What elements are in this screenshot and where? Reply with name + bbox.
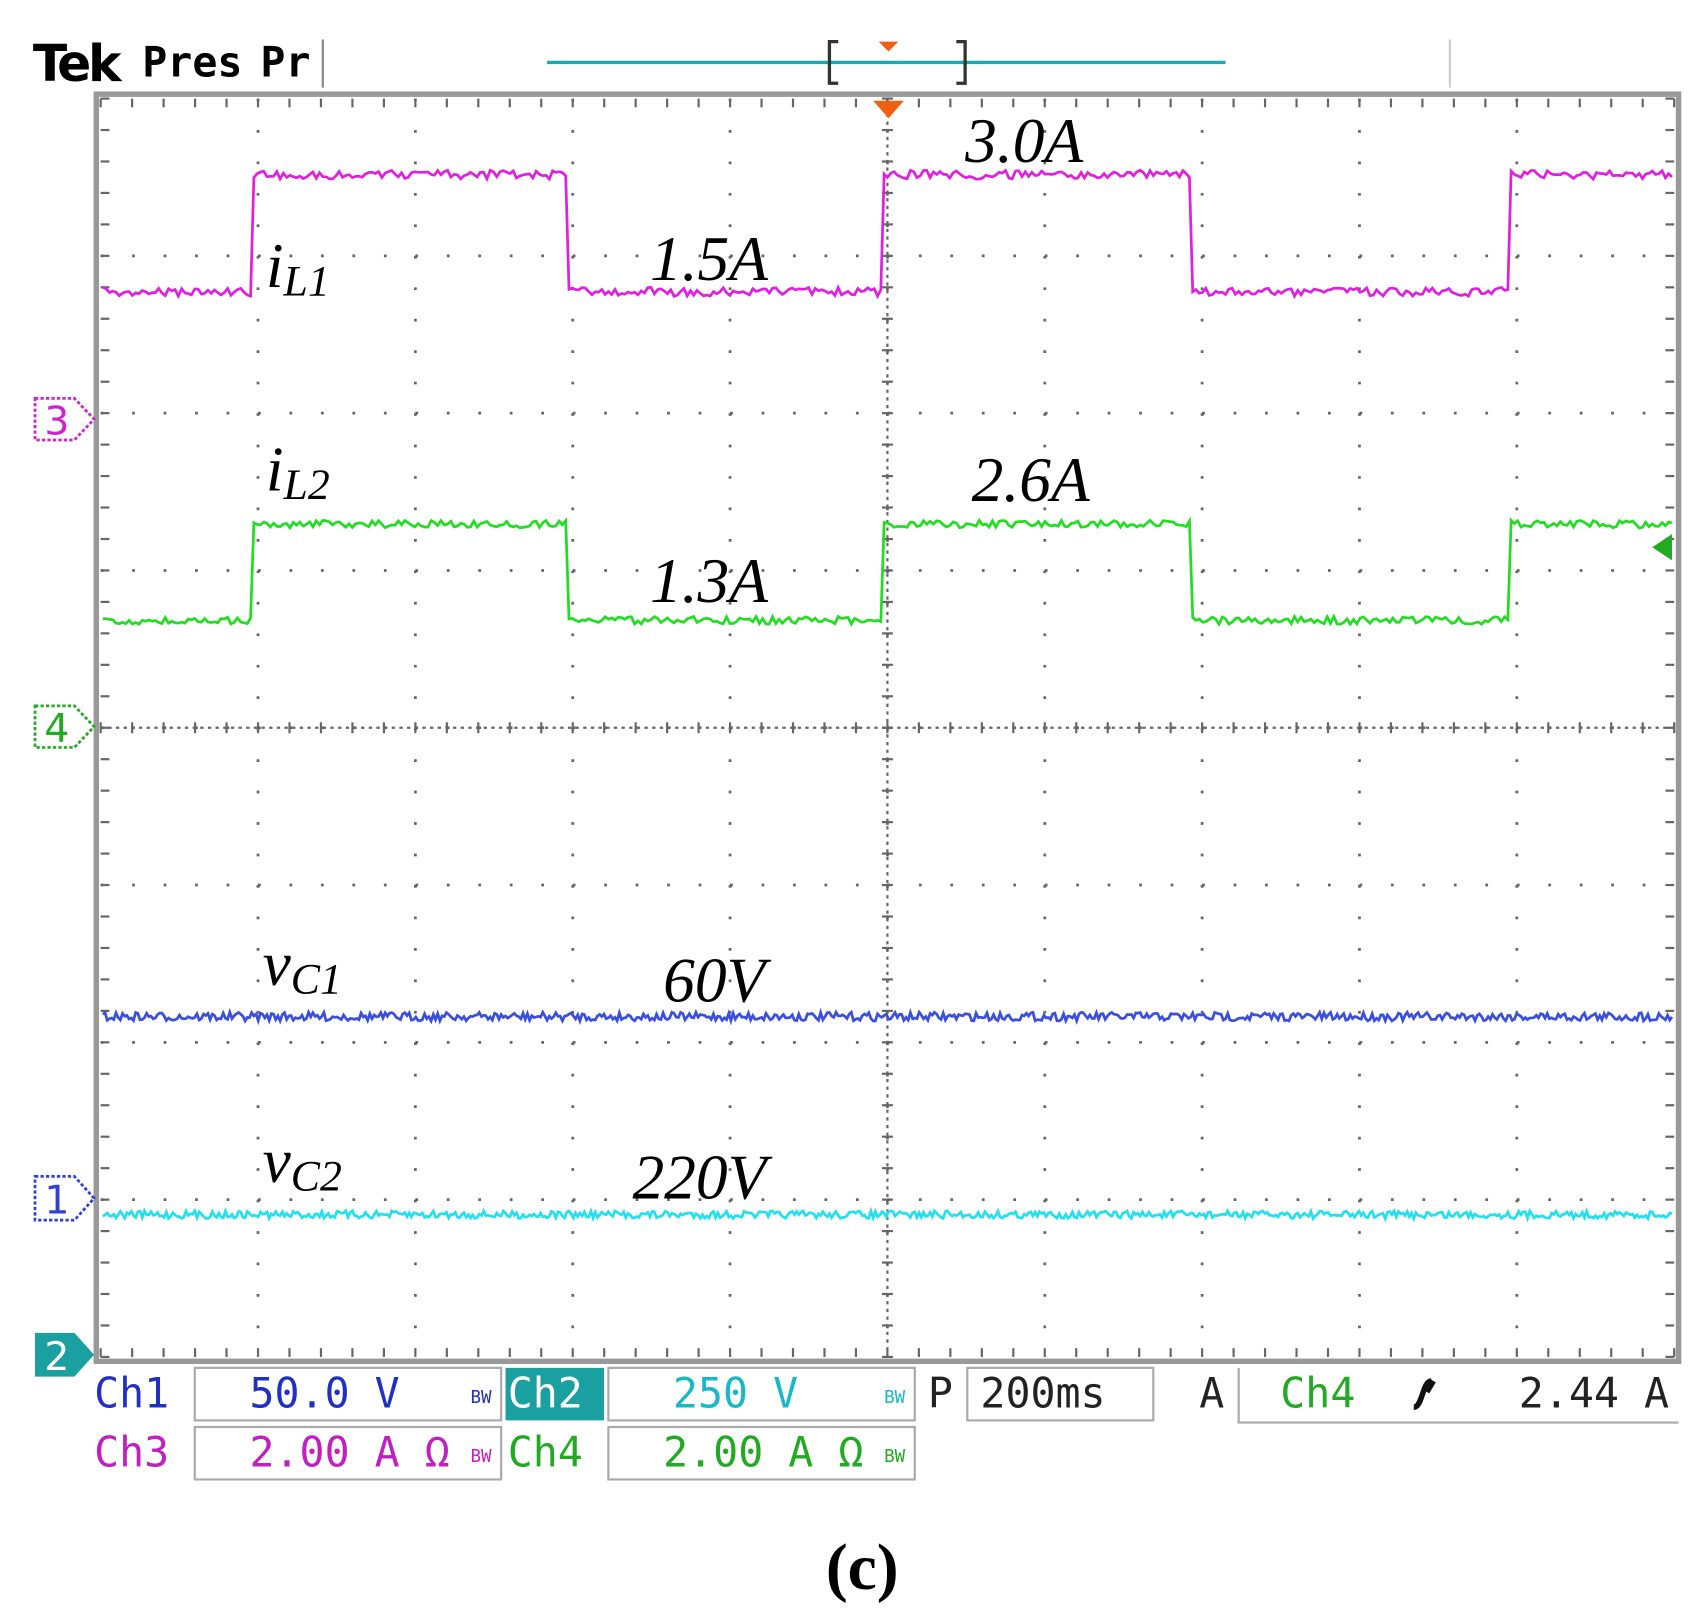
marker-label: 1	[44, 1178, 69, 1224]
channel-name: Ch4	[508, 1427, 583, 1476]
il2-trace	[102, 516, 1673, 627]
bw-mark: BW	[471, 1388, 493, 1408]
scale-box	[193, 1366, 503, 1422]
scale-box	[607, 1425, 916, 1481]
vc2-trace	[102, 1206, 1673, 1223]
trigger-box	[1237, 1367, 1679, 1424]
scale-box	[193, 1425, 503, 1481]
label-main: v	[263, 928, 292, 999]
scale-box	[607, 1366, 916, 1422]
timebase-prefix: P	[928, 1368, 953, 1417]
label-sub: C2	[291, 1153, 342, 1201]
marker-4: 4	[33, 704, 96, 752]
channel-scale: 2.00 A Ω	[249, 1427, 449, 1476]
label-sub: L2	[283, 461, 330, 509]
trigger-pos	[878, 41, 899, 52]
il1-trace	[102, 167, 1673, 300]
label-sub: L1	[283, 258, 330, 306]
marker-label: 3	[44, 398, 69, 444]
trace-label: vC2	[263, 1125, 342, 1201]
level-label: 2.6A	[972, 444, 1090, 515]
vc1-trace	[102, 1007, 1674, 1026]
trace-label: iL2	[266, 433, 330, 509]
level-label: 3.0A	[964, 105, 1083, 176]
grid	[99, 97, 1676, 1359]
mode-cut: Pr	[260, 38, 310, 87]
channel-scale: 250 V	[673, 1368, 798, 1417]
bw-mark: BW	[884, 1388, 906, 1408]
level-label: 1.3A	[650, 545, 768, 616]
channel-scale: 50.0 V	[249, 1368, 399, 1417]
trigger-level: 2.44 A	[1519, 1368, 1669, 1417]
label-main: v	[263, 1125, 292, 1196]
view-brackets	[827, 40, 967, 85]
trigger-marker	[873, 100, 904, 119]
marker-1: 1	[33, 1175, 96, 1224]
trigger-slope	[1412, 1378, 1436, 1410]
trigger-prefix: A	[1199, 1368, 1224, 1417]
channel-name: Ch2	[508, 1368, 583, 1417]
level-label: 60V	[663, 944, 771, 1015]
channel-name: Ch1	[94, 1368, 169, 1417]
bw-mark: BW	[471, 1447, 493, 1467]
label-main: i	[266, 230, 284, 301]
trigger-source: Ch4	[1280, 1368, 1355, 1417]
marker-label: 4	[44, 706, 69, 752]
trace-label: vC1	[263, 928, 342, 1004]
marker-label: 2	[44, 1334, 69, 1380]
caption: (c)	[826, 1531, 899, 1604]
channel-name: Ch3	[94, 1427, 169, 1476]
mode: Pres	[142, 38, 242, 87]
brand: Tek	[33, 34, 123, 93]
trace-label: iL1	[266, 230, 330, 306]
channel-scale: 2.00 A Ω	[663, 1427, 863, 1476]
level-label: 220V	[632, 1141, 772, 1212]
level-label: 1.5A	[650, 223, 768, 294]
label-sub: C1	[291, 956, 342, 1004]
trigger-level	[1652, 534, 1672, 561]
timebase-value: 200ms	[980, 1368, 1105, 1417]
timebase-box	[966, 1366, 1155, 1422]
waveforms	[102, 167, 1674, 1223]
marker-2: 2	[35, 1332, 95, 1380]
marker-3: 3	[33, 397, 96, 444]
channel-box	[505, 1367, 605, 1421]
label-main: i	[266, 433, 284, 504]
bw-mark: BW	[884, 1447, 906, 1467]
